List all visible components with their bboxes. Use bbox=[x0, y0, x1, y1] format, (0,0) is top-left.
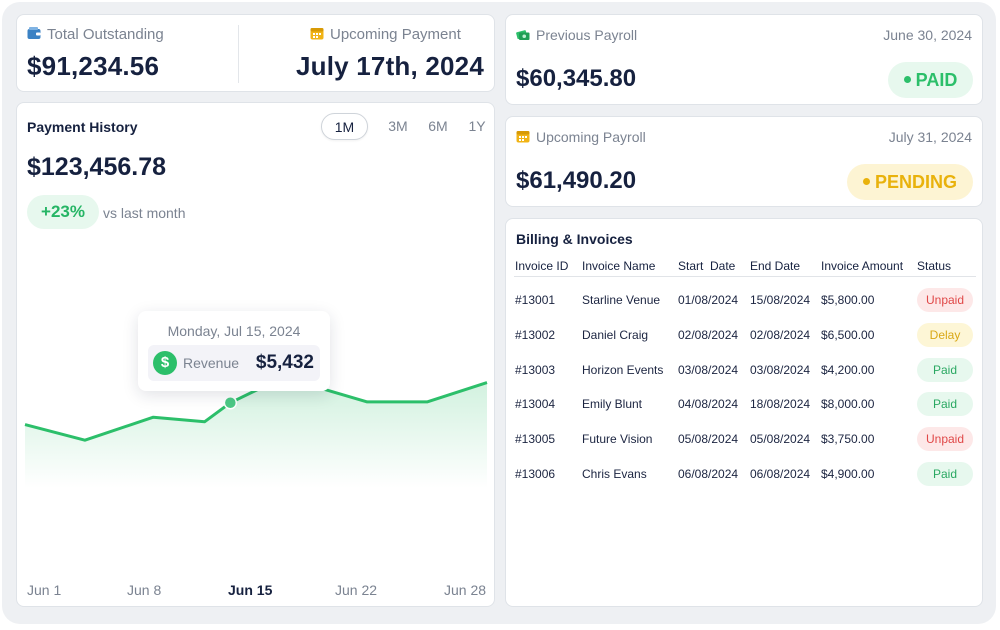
tooltip-value: $5,432 bbox=[255, 352, 314, 373]
range-6m-button[interactable]: 6M bbox=[428, 118, 448, 134]
paid-badge: PAID bbox=[888, 62, 973, 98]
tooltip-row: $ Revenue $5,432 bbox=[148, 345, 320, 381]
invoice-name: Horizon Events bbox=[582, 362, 664, 377]
header-start-date: Start Date bbox=[678, 259, 736, 273]
upcoming-payment-text: Upcoming Payment bbox=[330, 26, 461, 43]
invoice-id: #13005 bbox=[515, 432, 556, 447]
invoice-name: Starline Venue bbox=[582, 293, 661, 307]
payment-history-card: Payment History 1M 3M 6M 1Y $123,456.78 … bbox=[16, 102, 495, 607]
header-end-date: End Date bbox=[750, 259, 801, 273]
header-invoice-amount: Invoice Amount bbox=[821, 259, 904, 273]
total-outstanding-text: Total Outstanding bbox=[47, 26, 164, 43]
invoice-end-date: 15/08/2024 bbox=[750, 293, 811, 307]
chart-tooltip: Monday, Jul 15, 2024 $ Revenue $5,432 bbox=[138, 311, 330, 391]
invoice-start-date: 02/08/2024 bbox=[678, 327, 739, 342]
x-tick-label: Jun 22 bbox=[335, 582, 378, 598]
calendar-icon bbox=[310, 28, 324, 40]
invoice-end-date: 18/08/2024 bbox=[750, 397, 811, 412]
invoice-amount: $8,000.00 bbox=[821, 397, 875, 412]
upcoming-payment-label: Upcoming Payment bbox=[310, 26, 461, 43]
wallet-icon bbox=[27, 27, 41, 39]
invoice-amount: $4,200.00 bbox=[821, 362, 875, 377]
range-3m-button[interactable]: 3M bbox=[388, 118, 408, 134]
previous-payroll-card: Previous Payroll June 30, 2024 $60,345.8… bbox=[505, 14, 983, 105]
invoice-start-date: 01/08/2024 bbox=[678, 293, 739, 307]
pending-badge-text: PENDING bbox=[874, 172, 957, 192]
invoice-start-date: 03/08/2024 bbox=[678, 362, 739, 377]
upcoming-payroll-text: Upcoming Payroll bbox=[536, 129, 646, 145]
header-divider bbox=[514, 276, 976, 277]
previous-payroll-amount: $60,345.80 bbox=[516, 65, 637, 92]
invoice-start-date: 04/08/2024 bbox=[678, 397, 739, 412]
highlight-point[interactable] bbox=[223, 396, 238, 410]
upcoming-payment-value: July 17th, 2024 bbox=[296, 51, 484, 81]
invoice-id: #13002 bbox=[515, 327, 556, 342]
money-icon bbox=[516, 30, 530, 40]
dollar-icon: $ bbox=[153, 351, 177, 375]
invoice-name: Emily Blunt bbox=[582, 397, 643, 412]
invoice-amount: $4,900.00 bbox=[821, 467, 875, 481]
invoice-name: Daniel Craig bbox=[582, 327, 649, 342]
invoice-end-date: 02/08/2024 bbox=[750, 327, 811, 342]
header-invoice-id: Invoice ID bbox=[515, 259, 569, 273]
invoice-id: #13004 bbox=[515, 397, 556, 412]
invoice-name: Future Vision bbox=[582, 432, 653, 447]
change-note: vs last month bbox=[103, 205, 186, 221]
paid-badge-text: PAID bbox=[915, 70, 958, 90]
header-invoice-name: Invoice Name bbox=[582, 259, 656, 273]
payment-history-title: Payment History bbox=[27, 119, 138, 135]
billing-card: Billing & Invoices Invoice ID Invoice Na… bbox=[505, 218, 983, 607]
invoice-amount: $3,750.00 bbox=[821, 432, 875, 447]
previous-payroll-date: June 30, 2024 bbox=[883, 27, 972, 43]
calendar-icon bbox=[516, 131, 530, 143]
status-pill: Paid bbox=[917, 357, 973, 382]
summary-divider bbox=[238, 25, 239, 83]
invoice-id: #13001 bbox=[515, 293, 556, 307]
invoice-amount: $5,800.00 bbox=[821, 293, 875, 307]
previous-payroll-label: Previous Payroll bbox=[516, 27, 637, 43]
payment-history-total: $123,456.78 bbox=[27, 153, 167, 181]
status-pill: Paid bbox=[917, 392, 973, 417]
revenue-line bbox=[24, 377, 488, 442]
invoice-end-date: 03/08/2024 bbox=[750, 362, 811, 377]
status-pill: Paid bbox=[917, 462, 973, 486]
pending-badge: PENDING bbox=[847, 164, 973, 200]
tooltip-date: Monday, Jul 15, 2024 bbox=[167, 323, 301, 339]
invoice-id: #13003 bbox=[515, 362, 556, 377]
status-pill: Unpaid bbox=[917, 288, 973, 312]
upcoming-payroll-amount: $61,490.20 bbox=[516, 167, 637, 194]
invoice-start-date: 06/08/2024 bbox=[678, 467, 739, 481]
total-outstanding-value: $91,234.56 bbox=[27, 51, 160, 81]
billing-title: Billing & Invoices bbox=[516, 231, 633, 247]
range-1m-button[interactable]: 1M bbox=[321, 113, 368, 140]
invoice-id: #13006 bbox=[515, 467, 556, 481]
change-badge: +23% bbox=[27, 195, 99, 229]
x-tick-label: Jun 1 bbox=[27, 582, 62, 598]
status-pill: Delay bbox=[917, 322, 973, 347]
tooltip-label: Revenue bbox=[183, 355, 240, 371]
status-dot bbox=[862, 178, 870, 185]
invoice-start-date: 05/08/2024 bbox=[678, 432, 739, 447]
total-outstanding-label: Total Outstanding bbox=[27, 26, 164, 43]
payment-history-chart bbox=[24, 377, 488, 488]
range-1y-button[interactable]: 1Y bbox=[468, 118, 486, 134]
upcoming-payroll-card: Upcoming Payroll July 31, 2024 $61,490.2… bbox=[505, 116, 983, 207]
previous-payroll-text: Previous Payroll bbox=[536, 27, 638, 43]
status-dot bbox=[903, 76, 911, 83]
summary-card: Total Outstanding $91,234.56 Upcoming Pa… bbox=[16, 14, 495, 92]
invoice-amount: $6,500.00 bbox=[821, 327, 875, 342]
upcoming-payroll-label: Upcoming Payroll bbox=[516, 129, 646, 145]
upcoming-payroll-date: July 31, 2024 bbox=[888, 129, 972, 145]
invoice-end-date: 05/08/2024 bbox=[750, 432, 811, 447]
revenue-area bbox=[25, 379, 487, 488]
invoice-end-date: 06/08/2024 bbox=[750, 467, 811, 481]
x-tick-label: Jun 28 bbox=[444, 582, 487, 598]
header-status: Status bbox=[917, 259, 952, 273]
x-tick-label: Jun 8 bbox=[127, 582, 162, 598]
invoice-name: Chris Evans bbox=[582, 467, 647, 481]
status-pill: Unpaid bbox=[917, 427, 973, 452]
x-tick-label: Jun 15 bbox=[228, 582, 273, 598]
